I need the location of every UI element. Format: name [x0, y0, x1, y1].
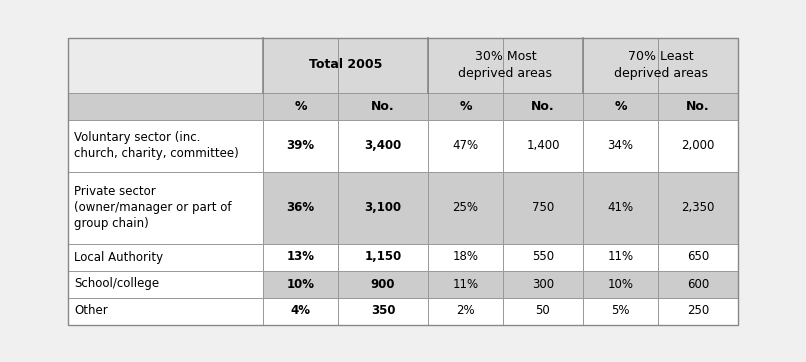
- Text: School/college: School/college: [74, 278, 159, 290]
- Bar: [583, 93, 658, 119]
- Bar: [658, 298, 738, 324]
- Bar: [583, 270, 658, 298]
- Text: 1,400: 1,400: [526, 139, 559, 152]
- Bar: [428, 119, 503, 172]
- Bar: [658, 172, 738, 244]
- Text: No.: No.: [531, 100, 555, 113]
- Bar: [428, 38, 503, 93]
- Bar: [583, 172, 658, 244]
- Bar: [338, 38, 428, 93]
- Text: 39%: 39%: [286, 139, 314, 152]
- Bar: [263, 172, 338, 244]
- Text: Total 2005: Total 2005: [309, 59, 382, 72]
- Text: 1,150: 1,150: [364, 251, 401, 264]
- Text: 2,000: 2,000: [681, 139, 715, 152]
- Bar: [68, 38, 738, 324]
- Text: 900: 900: [371, 278, 395, 290]
- Bar: [503, 244, 583, 270]
- Text: %: %: [614, 100, 627, 113]
- Bar: [658, 93, 738, 119]
- Bar: [338, 93, 428, 119]
- Bar: [338, 172, 428, 244]
- Text: 250: 250: [687, 304, 709, 317]
- Bar: [263, 93, 338, 119]
- Bar: [338, 270, 428, 298]
- Bar: [68, 298, 263, 324]
- Text: Voluntary sector (inc.
church, charity, committee): Voluntary sector (inc. church, charity, …: [74, 131, 239, 160]
- Text: 36%: 36%: [286, 201, 314, 214]
- Text: 650: 650: [687, 251, 709, 264]
- Bar: [263, 270, 338, 298]
- Bar: [68, 93, 263, 119]
- Text: No.: No.: [686, 100, 710, 113]
- Bar: [503, 172, 583, 244]
- Bar: [428, 298, 503, 324]
- Bar: [658, 38, 738, 93]
- Bar: [428, 93, 503, 119]
- Text: No.: No.: [372, 100, 395, 113]
- Bar: [263, 298, 338, 324]
- Text: 2%: 2%: [456, 304, 475, 317]
- Bar: [583, 244, 658, 270]
- Bar: [338, 119, 428, 172]
- Bar: [583, 38, 658, 93]
- Bar: [503, 93, 583, 119]
- Text: 3,100: 3,100: [364, 201, 401, 214]
- Text: 50: 50: [536, 304, 550, 317]
- Text: 11%: 11%: [608, 251, 634, 264]
- Text: 47%: 47%: [452, 139, 479, 152]
- Text: Other: Other: [74, 304, 108, 317]
- Bar: [658, 270, 738, 298]
- Bar: [658, 119, 738, 172]
- Bar: [428, 270, 503, 298]
- Bar: [583, 298, 658, 324]
- Text: 41%: 41%: [608, 201, 634, 214]
- Bar: [68, 119, 263, 172]
- Text: 30% Most
deprived areas: 30% Most deprived areas: [459, 51, 552, 80]
- Text: 550: 550: [532, 251, 554, 264]
- Text: 11%: 11%: [452, 278, 479, 290]
- Text: 3,400: 3,400: [364, 139, 401, 152]
- Bar: [68, 172, 263, 244]
- Text: 750: 750: [532, 201, 555, 214]
- Bar: [503, 38, 583, 93]
- Text: 34%: 34%: [608, 139, 634, 152]
- Bar: [503, 119, 583, 172]
- Bar: [658, 244, 738, 270]
- Bar: [263, 119, 338, 172]
- Text: 5%: 5%: [611, 304, 629, 317]
- Text: 2,350: 2,350: [681, 201, 715, 214]
- Text: 70% Least
deprived areas: 70% Least deprived areas: [613, 51, 708, 80]
- Text: Private sector
(owner/manager or part of
group chain): Private sector (owner/manager or part of…: [74, 185, 231, 230]
- Bar: [503, 270, 583, 298]
- Text: 4%: 4%: [290, 304, 310, 317]
- Text: 13%: 13%: [286, 251, 314, 264]
- Bar: [338, 298, 428, 324]
- Text: Local Authority: Local Authority: [74, 251, 163, 264]
- Text: 25%: 25%: [452, 201, 479, 214]
- Bar: [428, 244, 503, 270]
- Text: 10%: 10%: [608, 278, 634, 290]
- Bar: [68, 244, 263, 270]
- Text: 10%: 10%: [286, 278, 314, 290]
- Bar: [428, 172, 503, 244]
- Text: 300: 300: [532, 278, 554, 290]
- Text: 600: 600: [687, 278, 709, 290]
- Text: 350: 350: [371, 304, 395, 317]
- Text: %: %: [294, 100, 307, 113]
- Bar: [68, 270, 263, 298]
- Bar: [263, 244, 338, 270]
- Text: 18%: 18%: [452, 251, 479, 264]
- Text: %: %: [459, 100, 472, 113]
- Bar: [583, 119, 658, 172]
- Bar: [503, 298, 583, 324]
- Bar: [338, 244, 428, 270]
- Bar: [68, 38, 263, 93]
- Bar: [263, 38, 338, 93]
